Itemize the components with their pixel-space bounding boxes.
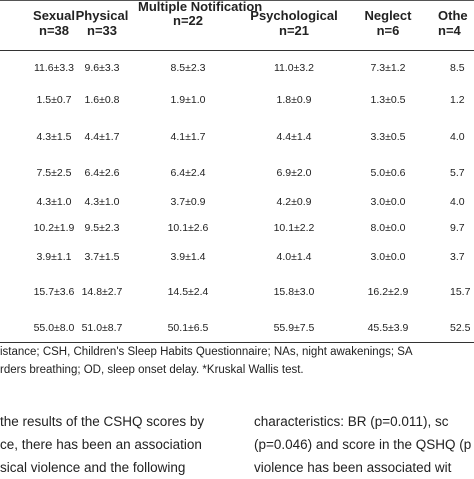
table-cell: 11.6±3.3 — [33, 62, 75, 74]
table-cell: 1.2 — [450, 94, 465, 106]
table-cell: 3.7±1.5 — [84, 251, 120, 263]
column-header-physical: Physical n=33 — [62, 8, 142, 38]
table-cell: 4.4±1.4 — [276, 131, 312, 143]
table-cell: 6.4±2.6 — [84, 167, 120, 179]
table-cell: 51.0±8.7 — [81, 322, 123, 334]
table-header-rule — [0, 50, 474, 51]
table-cell: 4.0 — [450, 131, 465, 143]
table-cell: 9.5±2.3 — [84, 222, 120, 234]
table-cell: 10.1±2.2 — [273, 222, 315, 234]
table-cell: 7.5±2.5 — [36, 167, 72, 179]
column-n: n=21 — [279, 23, 309, 38]
table-cell: 50.1±6.5 — [167, 322, 209, 334]
column-title: Multiple Notification — [138, 0, 263, 14]
table-cell: 3.7 — [450, 251, 465, 263]
column-n: n=6 — [376, 23, 400, 38]
table-cell: 52.5 — [450, 322, 471, 334]
table-cell: 15.8±3.0 — [273, 286, 315, 298]
table-cell: 1.5±0.7 — [36, 94, 72, 106]
column-title: Physical — [75, 8, 129, 23]
body-text-left-line-1: the results of the CSHQ scores by — [0, 414, 205, 429]
table-footnote-line-1: istance; CSH, Children's Sleep Habits Qu… — [0, 346, 413, 358]
table-cell: 7.3±1.2 — [370, 62, 406, 74]
table-footnote-line-2: rders breathing; OD, sleep onset delay. … — [0, 364, 304, 376]
column-n: n=33 — [87, 23, 117, 38]
column-title: Psychological — [250, 8, 338, 23]
body-text-left-line-2: ce, there has been an association — [0, 437, 202, 452]
table-cell: 3.9±1.4 — [170, 251, 206, 263]
table-cell: 4.4±1.7 — [84, 131, 120, 143]
table-cell: 3.0±0.0 — [370, 251, 406, 263]
table-cell: 3.7±0.9 — [170, 196, 206, 208]
table-cell: 8.5±2.3 — [170, 62, 206, 74]
table-cell: 4.3±1.5 — [36, 131, 72, 143]
table-cell: 4.1±1.7 — [170, 131, 206, 143]
table-cell: 14.5±2.4 — [167, 286, 209, 298]
table-cell: 55.0±8.0 — [33, 322, 75, 334]
column-n: n=22 — [173, 13, 203, 28]
table-cell: 10.1±2.6 — [167, 222, 209, 234]
column-title: Neglect — [364, 8, 412, 23]
column-header-other: Othe n=4 — [438, 8, 474, 38]
table-cell: 14.8±2.7 — [81, 286, 123, 298]
body-text-right-line-3: violence has been associated wit — [254, 460, 452, 475]
table-cell: 15.7 — [450, 286, 471, 298]
table-cell: 4.2±0.9 — [276, 196, 312, 208]
table-cell: 55.9±7.5 — [273, 322, 315, 334]
table-cell: 1.6±0.8 — [84, 94, 120, 106]
column-header-psychological: Psychological n=21 — [244, 8, 344, 38]
table-cell: 1.8±0.9 — [276, 94, 312, 106]
table-cell: 11.0±3.2 — [273, 62, 315, 74]
table-cell: 3.9±1.1 — [36, 251, 72, 263]
table-cell: 5.7 — [450, 167, 465, 179]
table-cell: 9.7 — [450, 222, 465, 234]
table-cell: 1.9±1.0 — [170, 94, 206, 106]
column-n: n=4 — [438, 23, 461, 38]
table-cell: 45.5±3.9 — [367, 322, 409, 334]
table-cell: 3.0±0.0 — [370, 196, 406, 208]
table-bottom-rule — [0, 342, 474, 343]
column-n: n=38 — [39, 23, 69, 38]
table-cell: 4.3±1.0 — [84, 196, 120, 208]
table-cell: 8.0±0.0 — [370, 222, 406, 234]
column-title: Othe — [438, 8, 468, 23]
column-header-neglect: Neglect n=6 — [348, 8, 428, 38]
table-cell: 3.3±0.5 — [370, 131, 406, 143]
table-cell: 4.3±1.0 — [36, 196, 72, 208]
body-text-left-line-3: sical violence and the following — [0, 460, 186, 475]
table-cell: 10.2±1.9 — [33, 222, 75, 234]
table-cell: 9.6±3.3 — [84, 62, 120, 74]
table-cell: 4.0 — [450, 196, 465, 208]
table-cell: 1.3±0.5 — [370, 94, 406, 106]
table-cell: 15.7±3.6 — [33, 286, 75, 298]
table-cell: 6.9±2.0 — [276, 167, 312, 179]
table-cell: 4.0±1.4 — [276, 251, 312, 263]
table-cell: 16.2±2.9 — [367, 286, 409, 298]
table-top-rule — [0, 0, 474, 1]
table-cell: 8.5 — [450, 62, 465, 74]
column-header-multiple-notification: Multiple Notification n=22 — [138, 0, 263, 28]
column-title: Sexual — [33, 8, 75, 23]
table-cell: 5.0±0.6 — [370, 167, 406, 179]
table-cell: 6.4±2.4 — [170, 167, 206, 179]
column-header-sexual: Sexual n=38 — [14, 8, 94, 38]
body-text-right-line-2: (p=0.046) and score in the QSHQ (p — [254, 437, 472, 452]
body-text-right-line-1: characteristics: BR (p=0.011), sc — [254, 414, 449, 429]
